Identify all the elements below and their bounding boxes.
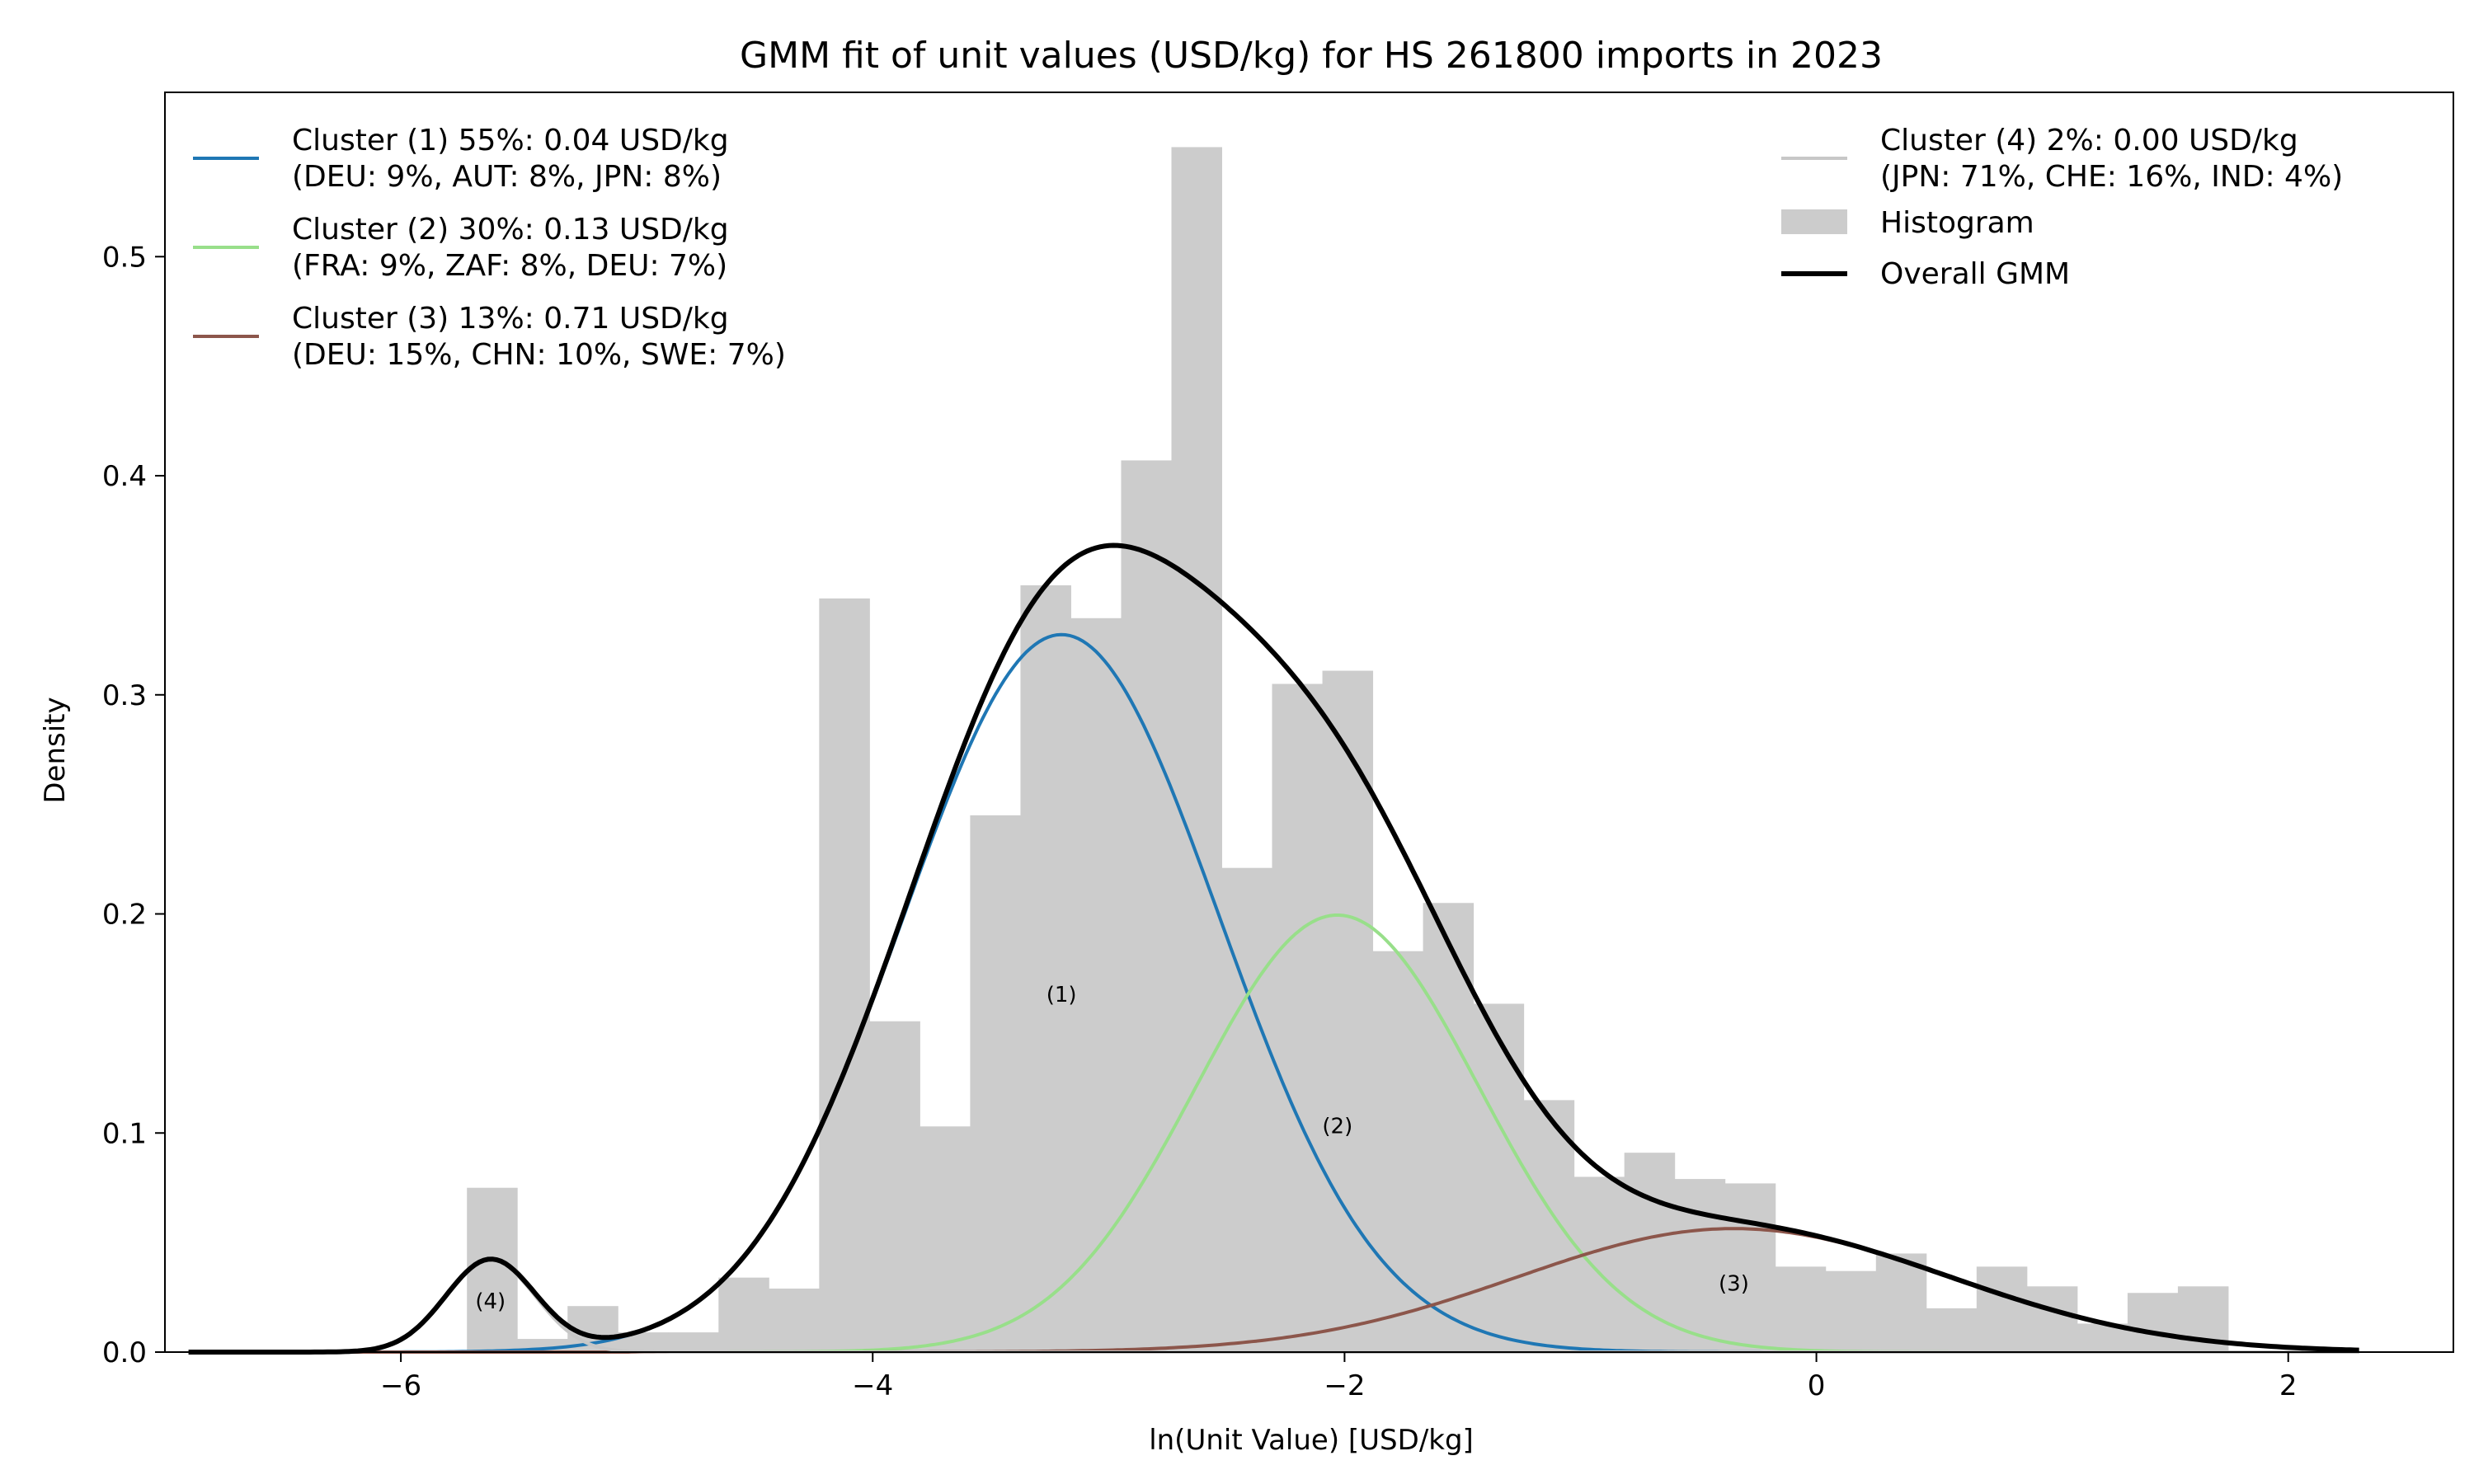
x-tick-label: −4: [852, 1369, 893, 1402]
histogram-bar: [1171, 147, 1223, 1352]
cluster-4-annotation: (4): [475, 1289, 506, 1314]
histogram-bar: [1322, 670, 1374, 1352]
histogram-bar: [668, 1332, 719, 1352]
x-tick-label: −2: [1324, 1369, 1365, 1402]
cluster-4-legend-detail: (JPN: 71%, CHE: 16%, IND: 4%): [1880, 160, 2343, 194]
y-tick-label: 0.4: [102, 460, 147, 493]
cluster-2-legend-detail: (FRA: 9%, ZAF: 8%, DEU: 7%): [292, 249, 727, 283]
histogram-bar: [718, 1277, 769, 1352]
histogram-bar: [1020, 585, 1071, 1352]
histogram-bar: [1372, 951, 1424, 1352]
x-tick-label: 0: [1808, 1369, 1826, 1402]
histogram-bar: [970, 815, 1021, 1352]
histogram-bar: [2026, 1286, 2078, 1352]
cluster-4-legend-label: Cluster (4) 2%: 0.00 USD/kg: [1880, 124, 2298, 157]
overall-gmm-curve: [188, 542, 2359, 1355]
histogram-bar: [869, 1021, 920, 1352]
histogram-bar: [1473, 1003, 1525, 1352]
histogram-bar: [819, 598, 870, 1352]
y-tick-label: 0.3: [102, 679, 147, 712]
histogram-legend-label: Histogram: [1880, 206, 2034, 240]
cluster-2-annotation: (2): [1322, 1114, 1352, 1139]
histogram-bar: [1875, 1253, 1927, 1352]
histogram-bar: [1070, 618, 1122, 1352]
histogram-bar: [769, 1288, 820, 1352]
histogram-bar: [2127, 1293, 2179, 1352]
legend-left: Cluster (1) 55%: 0.04 USD/kg(DEU: 9%, AU…: [193, 124, 786, 372]
cluster-3-legend-label: Cluster (3) 13%: 0.71 USD/kg: [292, 302, 729, 336]
histogram-bar: [1523, 1100, 1575, 1352]
histogram-bar: [920, 1126, 971, 1352]
plot-frame: [164, 92, 2454, 1353]
y-tick-label: 0.5: [102, 241, 147, 274]
histogram-bar: [1976, 1266, 2028, 1352]
cluster-1-legend-label: Cluster (1) 55%: 0.04 USD/kg: [292, 124, 729, 157]
histogram-bar: [1573, 1176, 1625, 1352]
histogram-bar: [1121, 460, 1172, 1353]
cluster-1-annotation: (1): [1047, 983, 1077, 1007]
x-tick-label: −6: [380, 1369, 421, 1402]
histogram-legend-swatch: [1781, 209, 1847, 234]
histogram-bars: [467, 147, 2229, 1353]
histogram-bar: [1624, 1153, 1676, 1352]
x-tick-label: 2: [2279, 1369, 2298, 1402]
legend-right: Cluster (4) 2%: 0.00 USD/kg(JPN: 71%, CH…: [1781, 124, 2343, 291]
histogram-bar: [1724, 1183, 1776, 1352]
cluster-annotations: (1) (2) (3) (4): [475, 983, 1748, 1314]
histogram-bar: [1775, 1266, 1827, 1352]
histogram-bar: [1825, 1270, 1877, 1352]
y-tick-label: 0.0: [102, 1336, 147, 1369]
chart-title: GMM fit of unit values (USD/kg) for HS 2…: [740, 35, 1883, 77]
histogram-bar: [1926, 1308, 1978, 1352]
histogram-bar: [1423, 903, 1475, 1352]
cluster-3-annotation: (3): [1719, 1272, 1749, 1297]
x-axis-label: ln(Unit Value) [USD/kg]: [1149, 1424, 1474, 1457]
y-axis-label: Density: [39, 697, 72, 803]
histogram-bar: [467, 1187, 518, 1352]
histogram-bar: [1272, 683, 1324, 1352]
overall-gmm-legend-label: Overall GMM: [1880, 257, 2070, 291]
histogram-bar: [618, 1332, 669, 1352]
axes: −6 −4 −2 0 2 0.0 0.1 0.2 0.3 0.4 0.5: [102, 92, 2454, 1402]
cluster-2-legend-label: Cluster (2) 30%: 0.13 USD/kg: [292, 213, 729, 247]
cluster-1-legend-detail: (DEU: 9%, AUT: 8%, JPN: 8%): [292, 160, 722, 194]
y-tick-label: 0.2: [102, 899, 147, 932]
histogram-bar: [1674, 1179, 1726, 1352]
cluster-3-legend-detail: (DEU: 15%, CHN: 10%, SWE: 7%): [292, 338, 786, 372]
y-tick-label: 0.1: [102, 1117, 147, 1150]
